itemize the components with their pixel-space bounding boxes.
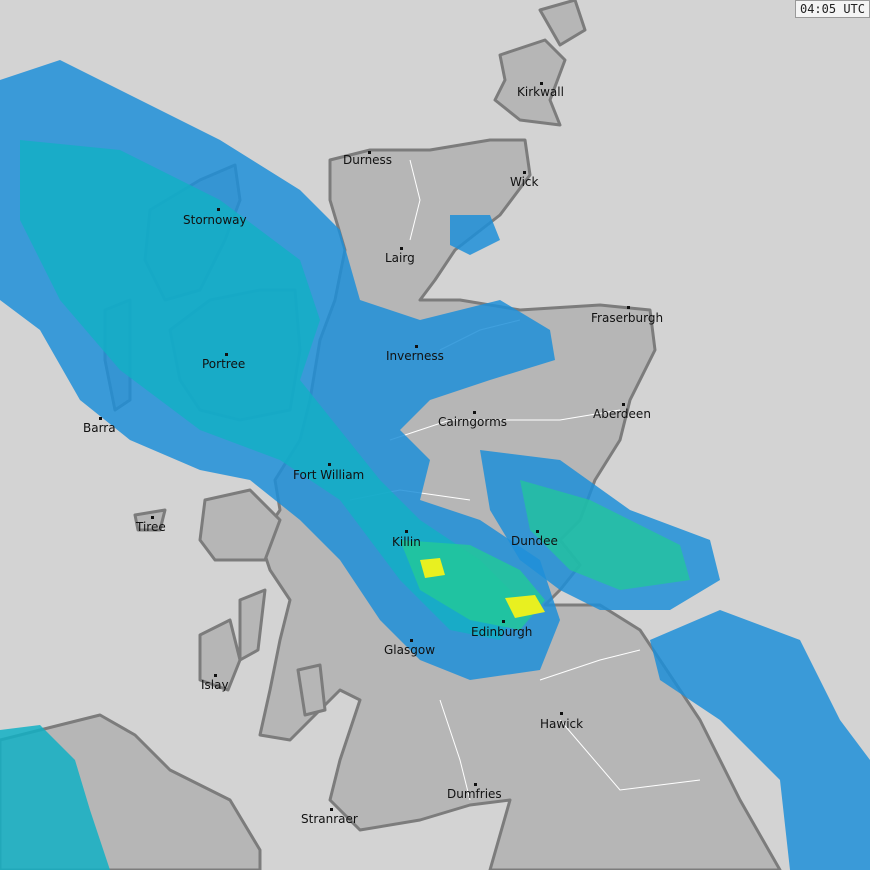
city-label-stranraer: Stranraer <box>301 812 358 826</box>
city-dot <box>474 783 477 786</box>
city-dot <box>473 411 476 414</box>
city-label-hawick: Hawick <box>540 717 584 731</box>
city-label-inverness: Inverness <box>386 349 444 363</box>
city-dot <box>627 306 630 309</box>
rain-band-moderate <box>20 140 520 640</box>
city-dot <box>415 345 418 348</box>
city-dot <box>502 620 505 623</box>
rain-intense-killin <box>420 558 445 578</box>
city-label-fort-william: Fort William <box>293 468 365 482</box>
rain-band-northeast <box>650 610 870 870</box>
radar-rain <box>0 60 870 870</box>
mull-island <box>198 488 282 562</box>
islay-island <box>198 618 242 692</box>
city-label-islay: Islay <box>201 678 229 692</box>
city-label-portree: Portree <box>202 357 246 371</box>
city-dot <box>328 463 331 466</box>
city-label-kirkwall: Kirkwall <box>517 85 564 99</box>
city-dot <box>400 247 403 250</box>
jura-island <box>238 588 267 662</box>
rain-intense-edinburgh <box>505 595 545 618</box>
rain-band-southwest <box>0 725 110 870</box>
city-dot <box>99 417 102 420</box>
city-label-lairg: Lairg <box>385 251 415 265</box>
city-dot <box>368 151 371 154</box>
rain-patch-moray <box>450 215 500 255</box>
city-dot <box>225 353 228 356</box>
city-label-glasgow: Glasgow <box>384 643 436 657</box>
city-dot <box>151 516 154 519</box>
city-label-barra: Barra <box>83 421 116 435</box>
city-dot <box>540 82 543 85</box>
city-dot <box>330 808 333 811</box>
city-label-cairngorms: Cairngorms <box>438 415 508 429</box>
city-dot <box>560 712 563 715</box>
shetland-fragment <box>538 0 587 47</box>
city-dot <box>523 171 526 174</box>
rain-band-east-moderate <box>520 480 690 590</box>
city-label-fraserburgh: Fraserburgh <box>591 311 664 325</box>
tiree-island <box>133 508 167 532</box>
city-label-dumfries: Dumfries <box>447 787 502 801</box>
city-dot <box>536 530 539 533</box>
city-dot <box>217 208 220 211</box>
arran-island <box>296 663 327 717</box>
city-label-tiree: Tiree <box>136 520 166 534</box>
city-label-edinburgh: Edinburgh <box>471 625 533 639</box>
city-label-wick: Wick <box>510 175 539 189</box>
city-label-durness: Durness <box>343 153 393 167</box>
city-label-dundee: Dundee <box>511 534 558 548</box>
city-label-aberdeen: Aberdeen <box>593 407 651 421</box>
city-dot <box>410 639 413 642</box>
city-label-stornoway: Stornoway <box>183 213 247 227</box>
orkney-islands <box>493 38 567 127</box>
city-dot <box>214 674 217 677</box>
city-dot <box>622 403 625 406</box>
city-dot <box>405 530 408 533</box>
city-label-killin: Killin <box>392 535 421 549</box>
timestamp-label: 04:05 UTC <box>794 0 870 18</box>
